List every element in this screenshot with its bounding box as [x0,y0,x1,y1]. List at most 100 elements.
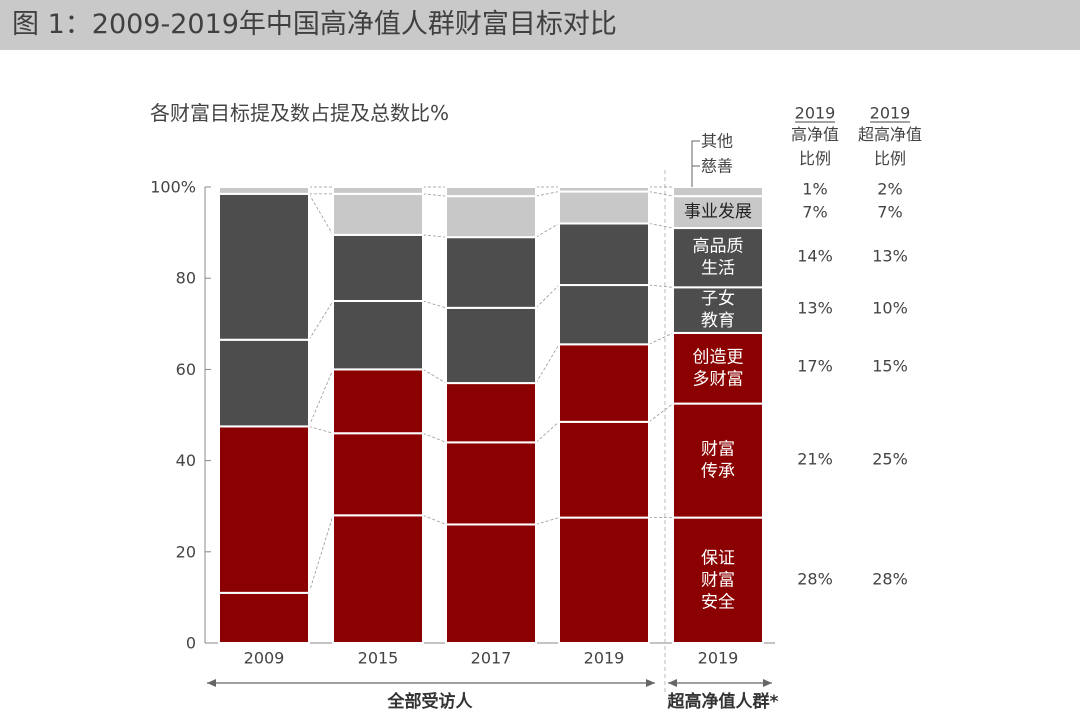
group-arrow-all-head-right [646,679,655,687]
bar-segment [445,523,537,644]
segment-label: 高品质生活 [693,237,744,279]
y-tick-label: 100% [150,178,196,197]
connector-line [308,369,334,427]
annotation-bracket [691,140,700,167]
segment-label: 事业发展 [684,202,752,222]
bar-segment [558,190,650,225]
connector-line [308,300,334,340]
table-cell-value: 7% [802,203,827,222]
connector-line [422,193,447,197]
y-tick-label: 80 [176,269,196,288]
connector-line [648,403,674,423]
table-column-year: 2019 [795,104,836,123]
connector-line [535,421,560,443]
connector-line [422,234,447,238]
y-tick-label: 40 [176,451,196,470]
connector-line [422,432,447,443]
annotation-other: 其他 [701,132,733,151]
bar-segment [445,236,537,309]
connector-line [308,426,334,434]
table-column-year: 2019 [870,104,911,123]
group-arrow-all-head-left [207,679,216,687]
table-cell-value: 14% [797,247,833,266]
connector-line [648,284,674,288]
bar-segment [558,343,650,423]
x-tick-label: 2017 [471,649,512,668]
connector-line [535,223,560,238]
connector-line [422,514,447,525]
y-tick-label: 0 [186,634,196,653]
annotation-charity: 慈善 [701,157,733,176]
bar-segment [332,300,424,371]
connector-line [308,193,334,236]
segment-label: 子女教育 [701,289,735,331]
y-tick-label: 60 [176,360,196,379]
bar-segment [558,284,650,346]
bar-segment [672,195,764,230]
connector-line [535,344,560,384]
bar-segment [672,186,764,198]
bar-segment [332,514,424,645]
segment-label: 财富传承 [701,440,735,482]
bar-segment [445,195,537,239]
bar-segment [445,306,537,385]
table-cell-value: 17% [797,357,833,376]
bar-segment [332,192,424,236]
table-cell-value: 25% [872,450,908,469]
bar-segment [672,227,764,289]
bar-segment [332,233,424,303]
bar-segment [672,402,764,519]
table-cell-value: 21% [797,450,833,469]
figure-title: 图 1：2009-2019年中国高净值人群财富目标对比 [0,0,1080,50]
connector-line [308,515,334,593]
bar-segment [672,286,764,334]
bar-segment [445,441,537,526]
table-cell-value: 10% [872,299,908,318]
bar-segment [332,368,424,435]
bar-segment [218,192,310,341]
connector-line [535,191,560,197]
table-cell-value: 1% [802,180,827,199]
y-tick-label: 20 [176,542,196,561]
group-arrow-uhnw-head-left [668,679,677,687]
bar-segment [332,186,424,195]
table-cell-value: 13% [872,247,908,266]
connector-line [535,284,560,309]
table-cell-value: 7% [877,203,902,222]
connector-line [422,369,447,384]
y-axis-label: 各财富目标提及数占提及总数比% [150,101,449,125]
bar-segment [218,425,310,594]
table-cell-value: 28% [872,570,908,589]
group-label: 超高净值人群* [668,691,779,712]
bar-segment [445,186,537,198]
bar-segment [558,186,650,193]
connector-line [648,223,674,229]
group-arrow-uhnw-head-right [763,679,772,687]
bar-segment [558,420,650,519]
group-label: 全部受访人 [387,691,474,712]
table-column-header: 高净值比例 [791,125,839,168]
connector-line [648,332,674,345]
x-tick-label: 2015 [358,649,399,668]
bar-segment [558,222,650,287]
bar-segment [218,186,310,195]
bar-segment [558,516,650,644]
bar-segment [332,432,424,517]
bar-segment [445,382,537,444]
table-column-header: 超高净值比例 [858,125,922,168]
x-tick-label: 2019 [698,649,739,668]
x-tick-label: 2009 [244,649,285,668]
bar-segment [218,591,310,645]
bar-segment [672,516,764,644]
bar-segment [218,338,310,428]
x-tick-label: 2019 [584,649,625,668]
table-cell-value: 13% [797,299,833,318]
table-cell-value: 2% [877,180,902,199]
table-cell-value: 28% [797,570,833,589]
bar-segment [672,331,764,405]
connector-line [422,300,447,309]
segment-label: 保证财富安全 [701,548,735,612]
table-cell-value: 15% [872,357,908,376]
segment-label: 创造更多财富 [693,347,744,389]
connector-line [535,517,560,525]
